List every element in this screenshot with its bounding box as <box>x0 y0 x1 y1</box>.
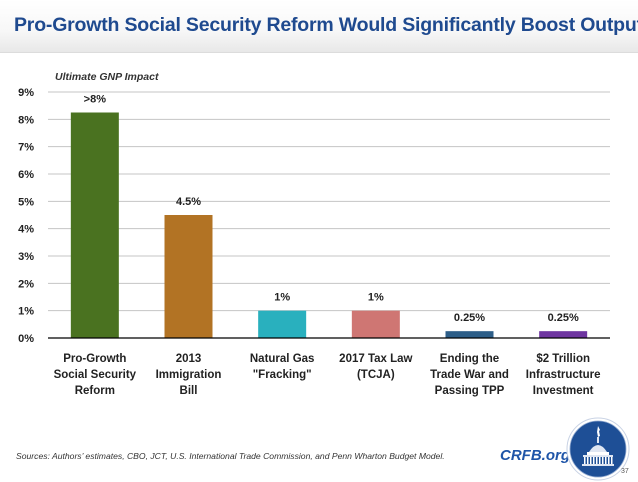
x-axis-labels: Pro-Growth Social Security Reform 2013 Immig… <box>54 353 601 397</box>
slide-header: Pro-Growth Social Security Reform Would … <box>0 0 638 53</box>
x-tick-label: 2013 <box>176 353 202 365</box>
x-tick-label: Bill <box>180 385 198 397</box>
y-tick-label: 4% <box>18 224 34 236</box>
x-tick-label: Reform <box>75 385 115 397</box>
bar <box>258 310 307 338</box>
x-tick-label: Natural Gas <box>250 353 315 365</box>
data-label: 4.5% <box>176 196 201 208</box>
bar <box>351 310 400 338</box>
x-tick-label: Immigration <box>156 369 222 381</box>
y-tick-label: 1% <box>18 306 34 318</box>
data-label: 0.25% <box>454 312 485 324</box>
bar <box>70 112 119 338</box>
x-tick-label: $2 Trillion <box>536 353 590 365</box>
slide-title: Pro-Growth Social Security Reform Would … <box>14 14 638 36</box>
x-tick-label: (TCJA) <box>357 369 395 381</box>
bar <box>445 331 494 338</box>
y-tick-label: 2% <box>18 278 34 290</box>
data-label: 1% <box>274 292 290 304</box>
data-label: 1% <box>368 292 384 304</box>
y-tick-label: 0% <box>18 333 34 345</box>
y-tick-label: 3% <box>18 251 34 263</box>
x-tick-label: Social Security <box>54 369 137 381</box>
y-tick-label: 5% <box>18 196 34 208</box>
sources-note: Sources: Authors’ estimates, CBO, JCT, U… <box>16 451 445 461</box>
x-tick-label: Investment <box>533 385 594 397</box>
bars <box>70 112 588 338</box>
data-labels: >8% 4.5% 1% 1% 0.25% 0.25% <box>84 94 579 325</box>
gridlines <box>48 91 610 312</box>
y-tick-label: 6% <box>18 169 34 181</box>
data-label: 0.25% <box>548 312 579 324</box>
x-tick-label: Ending the <box>440 353 499 365</box>
x-tick-label: Infrastructure <box>526 369 601 381</box>
chart-subtitle: Ultimate GNP Impact <box>55 71 159 83</box>
y-tick-label: 8% <box>18 114 34 126</box>
brand-link[interactable]: CRFB.org <box>500 447 570 464</box>
x-tick-label: Passing TPP <box>435 385 505 397</box>
x-tick-label: Trade War and <box>430 369 509 381</box>
bar <box>539 331 588 338</box>
bar <box>164 215 213 338</box>
capitol-dome-icon <box>566 417 630 481</box>
x-tick-label: 2017 Tax Law <box>339 353 412 365</box>
slide-number: 37 <box>621 468 629 475</box>
data-label: >8% <box>84 94 107 106</box>
x-tick-label: "Fracking" <box>253 369 312 381</box>
x-tick-label: Pro-Growth <box>63 353 126 365</box>
y-axis-ticks: 0% 1% 2% 3% 4% 5% 6% 7% 8% 9% <box>18 87 34 345</box>
bar-chart: Ultimate GNP Impact 0% 1% 2% 3% 4% 5% 6% 7% 8% 9%… <box>18 71 610 397</box>
y-tick-label: 9% <box>18 87 34 99</box>
y-tick-label: 7% <box>18 142 34 154</box>
